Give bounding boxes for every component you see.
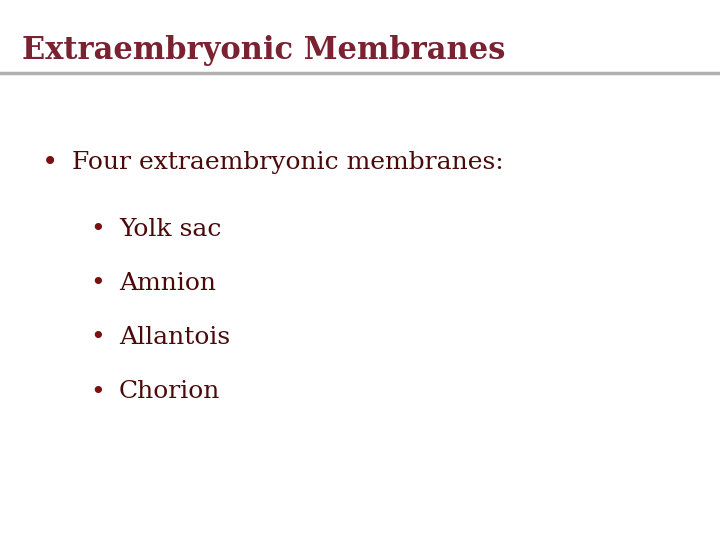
Text: Extraembryonic Membranes: Extraembryonic Membranes [22,35,505,66]
Text: •: • [90,272,104,295]
Text: •: • [90,218,104,241]
Text: Four extraembryonic membranes:: Four extraembryonic membranes: [72,151,504,173]
Text: Chorion: Chorion [119,380,220,403]
Text: Yolk sac: Yolk sac [119,218,221,241]
Text: •: • [42,148,58,176]
Text: •: • [90,380,104,403]
Text: Allantois: Allantois [119,326,230,349]
Text: •: • [90,326,104,349]
Text: Amnion: Amnion [119,272,216,295]
